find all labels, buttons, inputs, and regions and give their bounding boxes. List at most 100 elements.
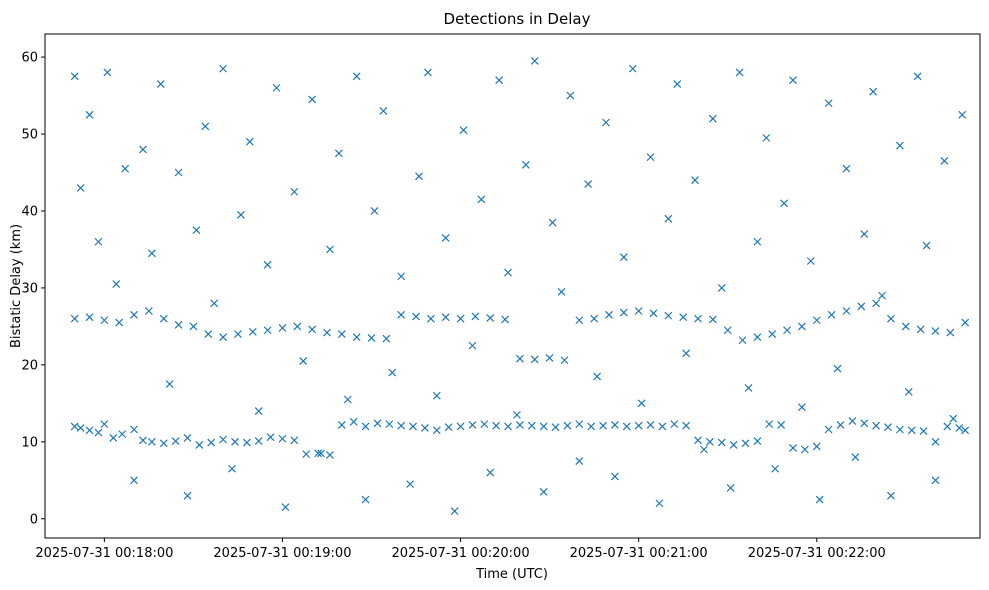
data-point <box>729 440 738 449</box>
data-point <box>159 439 168 448</box>
data-point <box>115 318 124 327</box>
data-point <box>705 437 714 446</box>
data-point <box>593 372 602 381</box>
data-point <box>109 434 118 442</box>
data-point <box>717 283 726 292</box>
data-point <box>492 421 501 430</box>
data-point <box>741 439 750 448</box>
data-point <box>557 287 566 296</box>
x-axis: 2025-07-31 00:18:00 2025-07-31 00:19:00 20… <box>35 538 886 561</box>
data-point <box>76 183 85 192</box>
data-point <box>836 420 845 429</box>
data-point <box>432 426 441 435</box>
data-point <box>833 364 842 373</box>
data-point <box>949 414 958 423</box>
data-point <box>765 420 774 429</box>
data-point <box>388 368 397 377</box>
y-tick-label: 40 <box>21 204 38 219</box>
data-point <box>753 333 762 342</box>
y-axis: 0 10 20 30 40 50 60 <box>21 51 45 527</box>
data-point <box>397 421 406 430</box>
data-point <box>878 291 886 300</box>
data-point <box>619 253 628 262</box>
data-point <box>812 442 821 451</box>
data-point <box>515 420 524 429</box>
data-point <box>456 422 465 431</box>
data-point <box>806 257 815 265</box>
data-point <box>174 168 183 177</box>
data-point <box>673 80 682 88</box>
chart-title: Detections in Delay <box>444 10 591 28</box>
data-point <box>824 425 833 434</box>
data-point <box>201 122 210 131</box>
data-point <box>679 313 688 322</box>
data-point <box>560 356 569 365</box>
data-point <box>281 503 290 512</box>
data-point <box>337 420 346 429</box>
data-point <box>590 314 599 323</box>
data-point <box>139 145 147 154</box>
data-point <box>278 324 287 332</box>
data-point <box>121 164 130 173</box>
data-point <box>219 64 228 73</box>
data-point <box>234 330 242 339</box>
data-point <box>426 314 435 323</box>
data-point <box>955 424 964 432</box>
data-point <box>860 230 869 238</box>
data-point <box>857 302 866 311</box>
data-point <box>682 421 691 430</box>
data-point <box>575 457 584 465</box>
y-tick-label: 20 <box>21 358 38 373</box>
data-point <box>412 312 420 321</box>
y-tick-label: 10 <box>21 435 38 450</box>
data-point <box>789 76 797 85</box>
data-point <box>851 453 860 462</box>
data-point <box>753 237 762 246</box>
data-point <box>207 438 216 447</box>
data-point <box>539 487 548 496</box>
data-point <box>530 57 539 65</box>
data-point <box>308 325 317 334</box>
data-point <box>664 214 673 223</box>
data-point <box>931 437 940 446</box>
data-point <box>317 449 325 458</box>
data-point <box>100 316 109 325</box>
data-point <box>349 417 358 426</box>
data-point <box>916 325 925 334</box>
data-point <box>174 320 183 329</box>
data-point <box>334 149 343 158</box>
data-point <box>165 380 174 389</box>
data-point <box>254 437 263 445</box>
data-point <box>771 464 780 473</box>
data-point <box>85 313 94 322</box>
data-point <box>326 245 334 254</box>
data-point <box>266 433 275 442</box>
data-point <box>504 268 512 277</box>
data-point <box>85 110 94 119</box>
data-point <box>726 484 735 492</box>
data-point <box>943 422 952 431</box>
y-tick-label: 60 <box>21 51 38 66</box>
data-point <box>768 330 777 339</box>
data-point <box>397 310 406 319</box>
data-point <box>85 426 94 435</box>
data-point <box>682 349 691 358</box>
data-point <box>361 495 370 504</box>
data-point <box>293 322 302 331</box>
data-point <box>302 450 311 459</box>
data-point <box>480 420 489 429</box>
data-point <box>278 434 287 443</box>
data-point <box>619 308 628 317</box>
data-point <box>708 315 717 324</box>
data-point <box>139 436 147 445</box>
data-point <box>694 436 702 445</box>
axes-frame <box>44 33 981 539</box>
data-point <box>192 226 201 235</box>
data-point <box>789 444 797 452</box>
data-point <box>824 99 833 108</box>
data-point <box>352 333 361 342</box>
data-point <box>539 422 548 431</box>
data-point <box>450 507 459 515</box>
data-point <box>385 420 394 429</box>
